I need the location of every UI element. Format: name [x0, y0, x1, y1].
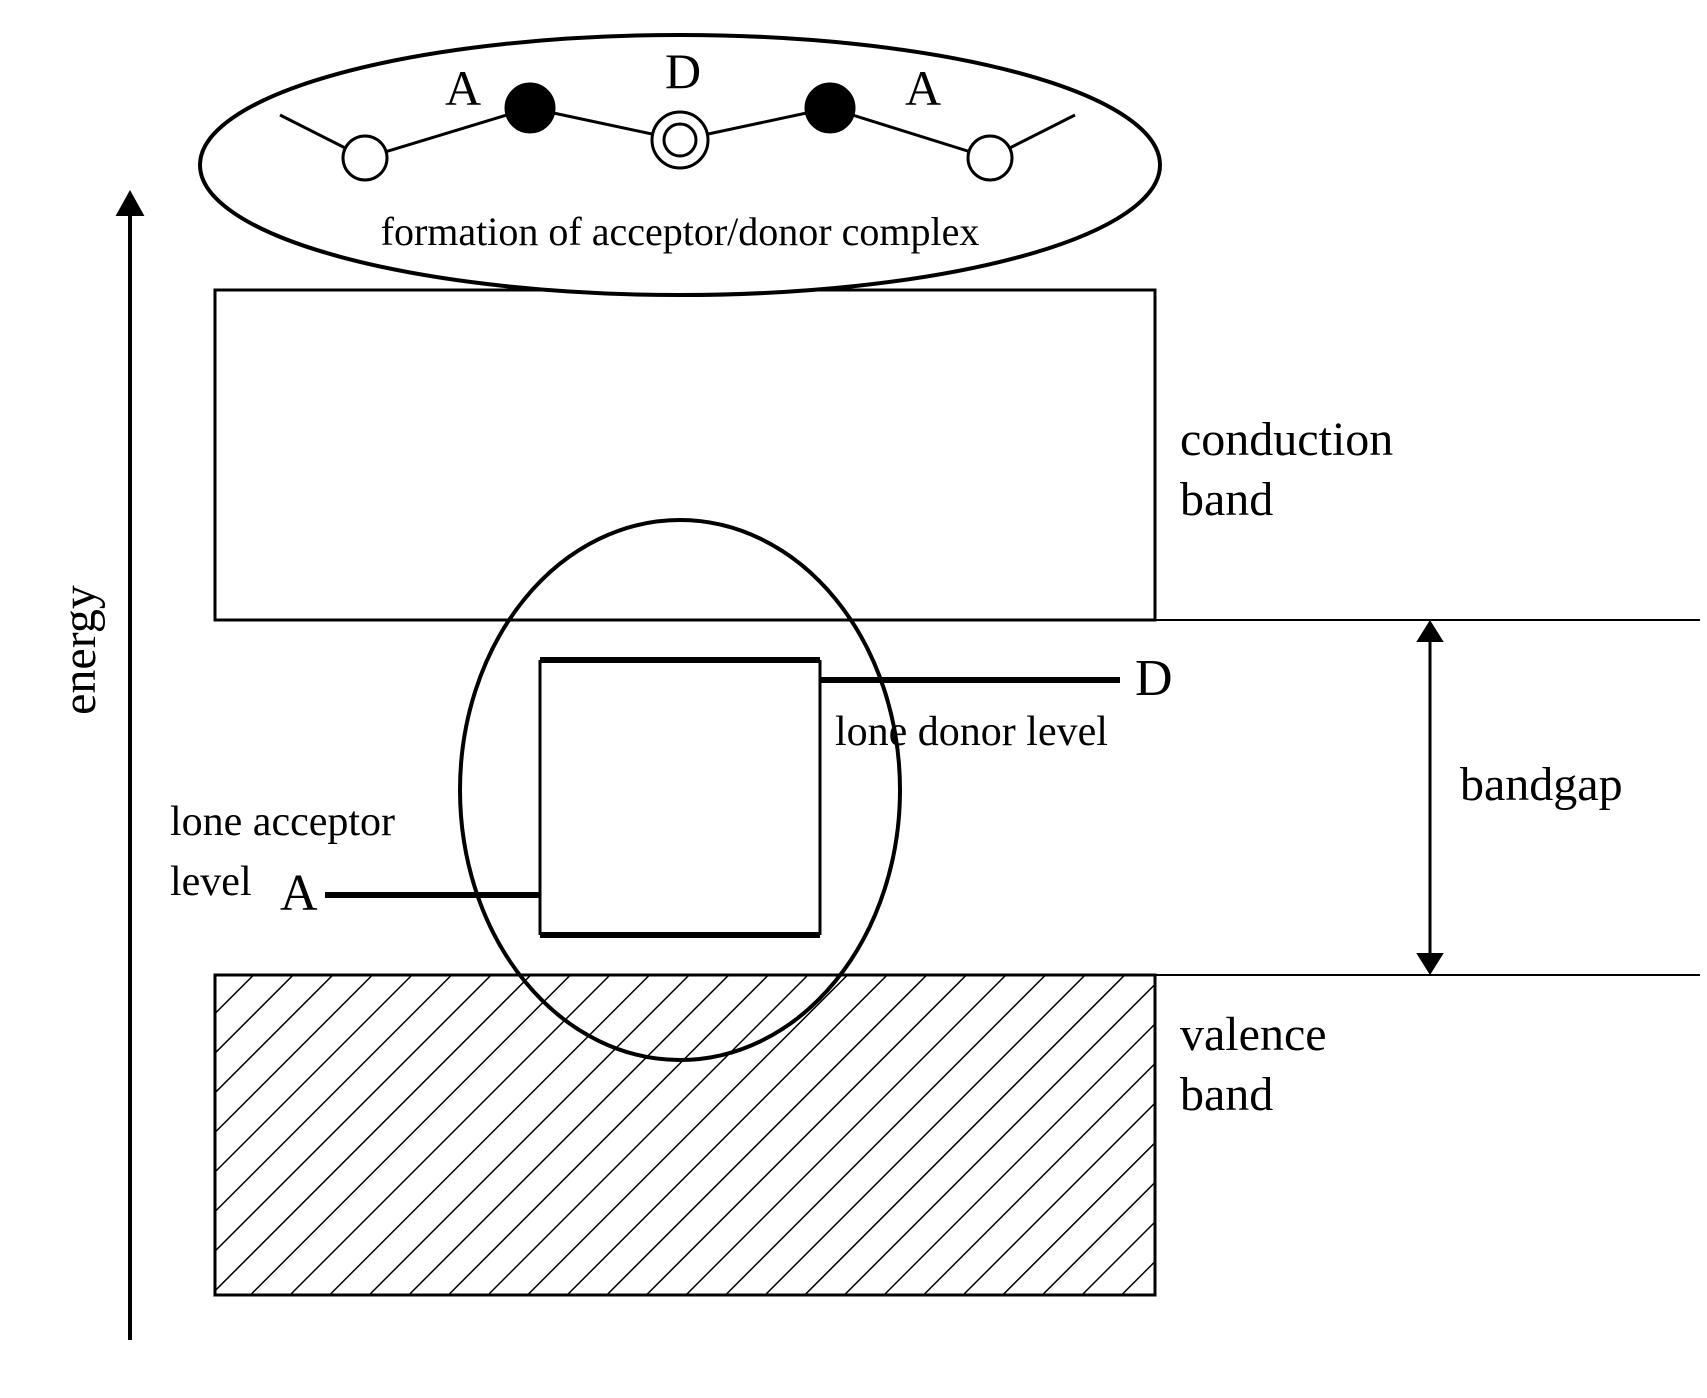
acceptor-letter: A	[280, 865, 318, 922]
donor-letter: D	[1135, 650, 1173, 707]
molecule-label: A	[445, 60, 481, 116]
bandgap-label: bandgap	[1460, 758, 1623, 811]
acceptor-level-label-1: lone acceptor	[170, 799, 395, 845]
molecule-atom	[506, 84, 554, 132]
conduction-band-label-2: band	[1180, 473, 1273, 526]
donor-atom-inner	[664, 124, 696, 156]
molecule-label: D	[665, 43, 701, 99]
molecule-atom	[343, 136, 387, 180]
acceptor-level-label-2: level	[170, 859, 252, 905]
conduction-band-label-1: conduction	[1180, 413, 1393, 466]
bandgap-arrowhead-down	[1416, 953, 1444, 975]
energy-axis-arrowhead	[116, 190, 145, 216]
donor-level-label: lone donor level	[835, 709, 1108, 755]
molecule-label: A	[905, 60, 941, 116]
molecule-atom	[806, 84, 854, 132]
energy-axis-label: energy	[53, 585, 106, 715]
inset-caption: formation of acceptor/donor complex	[381, 209, 980, 254]
valence-band-label-1: valence	[1180, 1008, 1327, 1061]
bandgap-arrowhead-up	[1416, 620, 1444, 642]
molecule-atom	[968, 136, 1012, 180]
valence-band	[215, 975, 1155, 1295]
conduction-band	[215, 290, 1155, 620]
valence-band-label-2: band	[1180, 1068, 1273, 1121]
